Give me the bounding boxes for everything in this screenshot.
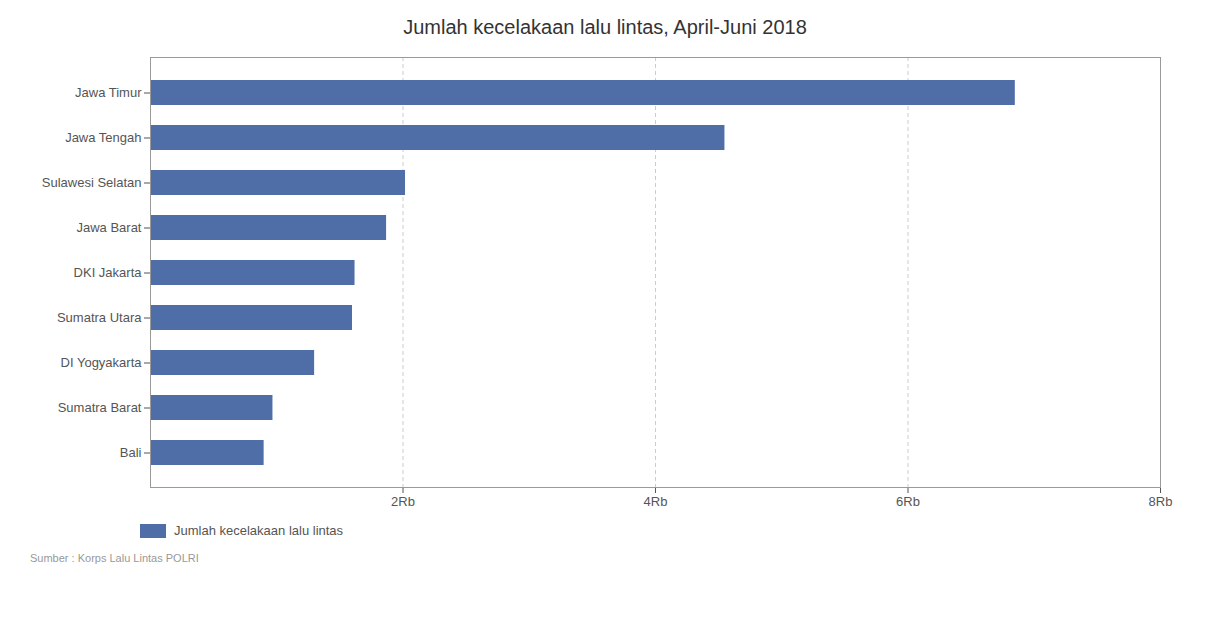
- svg-text:Sumatra Barat: Sumatra Barat: [58, 400, 142, 415]
- svg-text:Jawa Barat: Jawa Barat: [76, 220, 141, 235]
- svg-text:Bali: Bali: [120, 445, 142, 460]
- svg-text:Jawa Timur: Jawa Timur: [75, 85, 142, 100]
- svg-text:DKI Jakarta: DKI Jakarta: [74, 265, 143, 280]
- html-text:Sumber : Korps Lalu Lintas POL: Sumber : Korps Lalu Lintas POLRI: [30, 552, 199, 564]
- svg-text:Sumatra Utara: Sumatra Utara: [57, 310, 142, 325]
- svg-text:Jawa Tengah: Jawa Tengah: [65, 130, 141, 145]
- svg-text:6Rb: 6Rb: [896, 494, 920, 509]
- svg-text:4Rb: 4Rb: [644, 494, 668, 509]
- svg-text:8Rb: 8Rb: [1149, 494, 1173, 509]
- html-text:Jumlah kecelakaan lalu lintas,: Jumlah kecelakaan lalu lintas, April-Jun…: [403, 16, 807, 38]
- svg-text:Sulawesi Selatan: Sulawesi Selatan: [42, 175, 142, 190]
- svg-text:2Rb: 2Rb: [391, 494, 415, 509]
- svg-text:DI Yogyakarta: DI Yogyakarta: [61, 355, 143, 370]
- html-text:Jumlah kecelakaan lalu lintas: Jumlah kecelakaan lalu lintas: [174, 523, 344, 538]
